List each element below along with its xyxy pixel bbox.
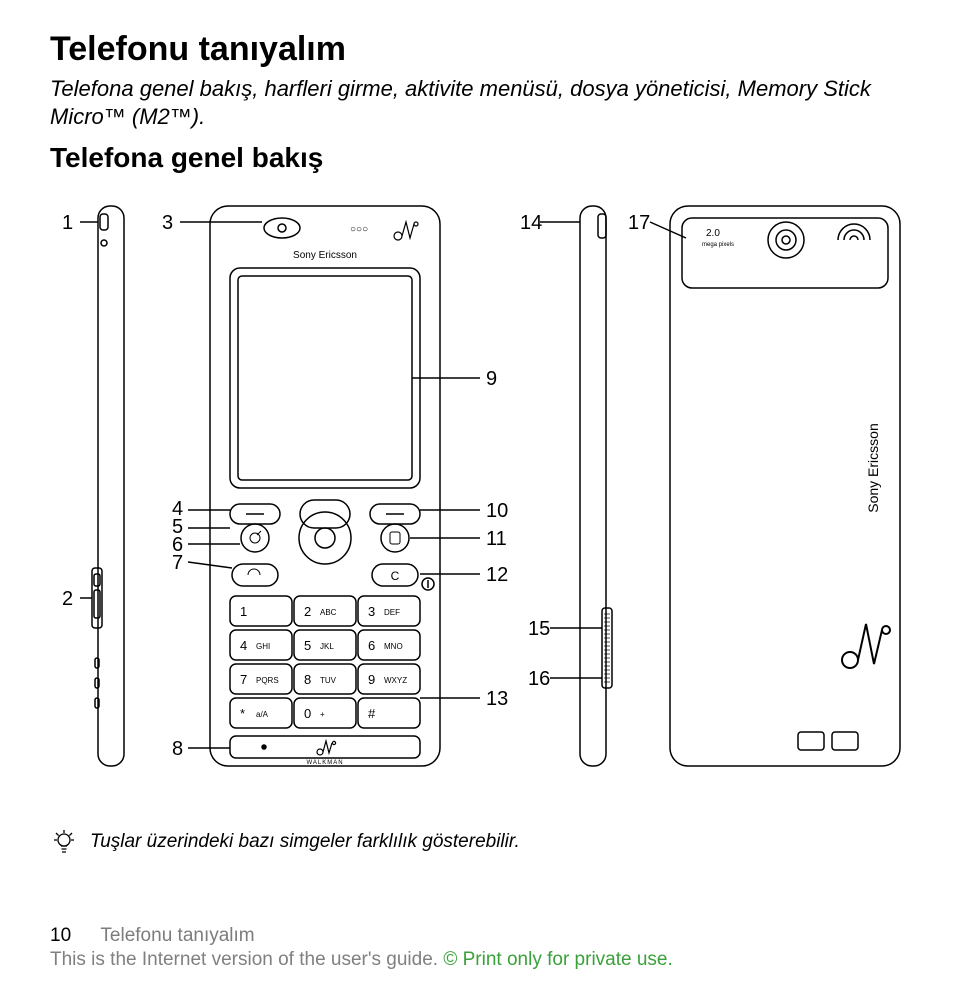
callout-13: 13 (486, 688, 508, 711)
callout-2: 2 (62, 588, 73, 611)
phone-left-side (92, 206, 124, 766)
svg-text:9: 9 (368, 672, 375, 687)
svg-text:○○○: ○○○ (350, 224, 368, 235)
footer-section-name: Telefonu tanıyalım (100, 925, 254, 946)
svg-text:0: 0 (304, 706, 311, 721)
svg-text:8: 8 (304, 672, 311, 687)
phone-overview-diagram: ○○○ Sony Ericsson (50, 188, 910, 808)
svg-text:WXYZ: WXYZ (384, 676, 407, 685)
svg-text:#: # (368, 706, 376, 721)
page-footer: 10 Telefonu tanıyalım This is the Intern… (50, 925, 910, 971)
footer-disclaimer-a: This is the Internet version of the user… (50, 949, 443, 970)
section-heading: Telefona genel bakış (50, 142, 910, 174)
svg-text:PQRS: PQRS (256, 676, 279, 685)
callout-8: 8 (172, 738, 183, 761)
svg-text:3: 3 (368, 604, 375, 619)
page-title: Telefonu tanıyalım (50, 30, 910, 69)
svg-text:Sony Ericsson: Sony Ericsson (293, 250, 357, 261)
callout-15: 15 (528, 618, 550, 641)
svg-text:GHI: GHI (256, 642, 270, 651)
svg-text:5: 5 (304, 638, 311, 653)
svg-text:ABC: ABC (320, 608, 337, 617)
svg-text:2.0: 2.0 (706, 228, 720, 239)
svg-text:7: 7 (240, 672, 247, 687)
svg-text:2: 2 (304, 604, 311, 619)
footer-page-number: 10 (50, 925, 71, 946)
svg-text:JKL: JKL (320, 642, 334, 651)
callout-12: 12 (486, 564, 508, 587)
phone-back: 2.0 mega pixels Sony Ericsson (670, 206, 900, 766)
callout-11: 11 (486, 528, 507, 551)
lightbulb-icon (50, 828, 78, 856)
footer-disclaimer-b: © Print only for private use. (443, 949, 672, 970)
svg-text:MNO: MNO (384, 642, 403, 651)
svg-text:TUV: TUV (320, 676, 337, 685)
callout-7: 7 (172, 552, 183, 575)
callout-16: 16 (528, 668, 550, 691)
svg-text:6: 6 (368, 638, 375, 653)
svg-text:*: * (240, 706, 245, 721)
tip-row: Tuşlar üzerindeki bazı simgeler farklılı… (50, 828, 910, 856)
svg-text:Sony Ericsson: Sony Ericsson (865, 423, 881, 512)
callout-10: 10 (486, 500, 508, 523)
callout-17: 17 (628, 212, 650, 235)
svg-text:DEF: DEF (384, 608, 400, 617)
callout-9: 9 (486, 368, 497, 391)
callout-3: 3 (162, 212, 173, 235)
tip-text: Tuşlar üzerindeki bazı simgeler farklılı… (90, 831, 520, 853)
svg-text:C: C (391, 569, 400, 583)
svg-text:mega pixels: mega pixels (702, 242, 734, 248)
callout-1: 1 (62, 212, 73, 235)
svg-text:4: 4 (240, 638, 247, 653)
phone-right-side (580, 206, 612, 766)
svg-text:+: + (320, 710, 325, 719)
phone-front: ○○○ Sony Ericsson (210, 206, 440, 766)
svg-text:1: 1 (240, 604, 247, 619)
svg-text:WALKMAN: WALKMAN (306, 760, 343, 766)
svg-text:a/A: a/A (256, 710, 269, 719)
callout-14: 14 (520, 212, 542, 235)
intro-text: Telefona genel bakış, harfleri girme, ak… (50, 75, 910, 130)
